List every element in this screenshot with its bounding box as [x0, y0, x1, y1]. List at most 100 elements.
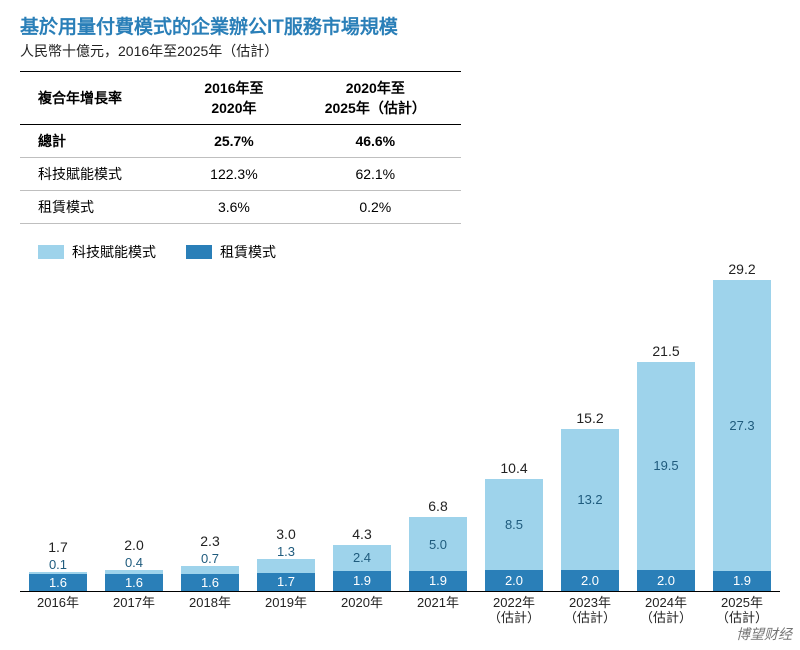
table-header: 2016年至 2020年 — [178, 72, 290, 125]
xaxis-label: 2020年 — [328, 596, 396, 626]
bar-stack: 27.3 1.9 — [713, 280, 771, 591]
bar-total-label: 21.5 — [652, 343, 679, 359]
legend-swatch — [186, 245, 212, 259]
table-header: 複合年增長率 — [20, 72, 178, 125]
bar-segment-tech: 2.4 — [333, 545, 391, 571]
bar-column: 15.2 13.2 2.0 — [556, 410, 624, 591]
bar-column: 2.3 0.7 1.6 — [176, 533, 244, 591]
bar-column: 4.3 2.4 1.9 — [328, 526, 396, 591]
bar-segment-label: 5.0 — [429, 537, 447, 552]
bar-column: 10.4 8.5 2.0 — [480, 460, 548, 591]
bar-total-label: 6.8 — [428, 498, 447, 514]
bar-segment-lease: 2.0 — [637, 570, 695, 591]
bar-stack: 1.6 — [29, 572, 87, 591]
legend-swatch — [38, 245, 64, 259]
bar-segment-tech: 8.5 — [485, 479, 543, 570]
bar-column: 1.70.11.6 — [24, 539, 92, 591]
bar-total-label: 29.2 — [728, 261, 755, 277]
bar-segment-lease: 1.6 — [105, 574, 163, 591]
bar-segment-lease: 1.9 — [409, 571, 467, 591]
bar-segment-lease: 1.6 — [181, 574, 239, 591]
bar-segment-lease: 1.9 — [713, 571, 771, 591]
cagr-table: 複合年增長率2016年至 2020年2020年至 2025年（估計） 總計25.… — [20, 71, 461, 224]
bar-segment-label: 19.5 — [653, 458, 678, 473]
bar-stack: 19.5 2.0 — [637, 362, 695, 591]
xaxis-label: 2021年 — [404, 596, 472, 626]
bar-segment-tech: 19.5 — [637, 362, 695, 570]
xaxis-label: 2018年 — [176, 596, 244, 626]
table-cell: 總計 — [20, 125, 178, 158]
table-cell: 3.6% — [178, 191, 290, 224]
bar-segment-label: 1.6 — [125, 575, 143, 590]
xaxis-label: 2023年 （估計） — [556, 596, 624, 626]
table-header: 2020年至 2025年（估計） — [290, 72, 461, 125]
xaxis-label: 2019年 — [252, 596, 320, 626]
bar-stack: 8.5 2.0 — [485, 479, 543, 591]
bar-segment-label: 2.0 — [581, 573, 599, 588]
table-cell: 46.6% — [290, 125, 461, 158]
bar-segment-label: 1.9 — [353, 573, 371, 588]
legend-item: 租賃模式 — [186, 242, 276, 262]
bar-segment-label: 1.9 — [429, 573, 447, 588]
bar-segment-tech — [257, 559, 315, 573]
table-cell: 租賃模式 — [20, 191, 178, 224]
table-cell: 科技賦能模式 — [20, 158, 178, 191]
bar-segment-lease: 2.0 — [561, 570, 619, 591]
bar-total-label: 3.0 — [276, 526, 295, 542]
bar-column: 21.5 19.5 2.0 — [632, 343, 700, 591]
bar-segment-lease: 1.6 — [29, 574, 87, 591]
xaxis-label: 2016年 — [24, 596, 92, 626]
table-cell: 0.2% — [290, 191, 461, 224]
chart-subtitle: 人民幣十億元，2016年至2025年（估計） — [20, 41, 780, 61]
bar-segment-label: 0.7 — [201, 552, 219, 565]
table-cell: 122.3% — [178, 158, 290, 191]
bar-segment-lease: 2.0 — [485, 570, 543, 591]
bar-total-label: 4.3 — [352, 526, 371, 542]
xaxis-label: 2025年 （估計） — [708, 596, 776, 626]
bar-segment-label: 1.7 — [277, 574, 295, 589]
bar-column: 2.0 0.4 1.6 — [100, 537, 168, 591]
bar-segment-lease: 1.7 — [257, 573, 315, 591]
legend-label: 租賃模式 — [220, 242, 276, 262]
xaxis-label: 2017年 — [100, 596, 168, 626]
bar-stack: 2.4 1.9 — [333, 545, 391, 591]
legend-label: 科技賦能模式 — [72, 242, 156, 262]
table-cell: 62.1% — [290, 158, 461, 191]
legend-item: 科技賦能模式 — [38, 242, 156, 262]
bar-total-label: 2.3 — [200, 533, 219, 549]
bar-segment-tech: 5.0 — [409, 517, 467, 570]
bar-column: 3.0 1.3 1.7 — [252, 526, 320, 591]
bar-segment-label: 1.9 — [733, 573, 751, 588]
bar-segment-label: 1.6 — [201, 575, 219, 590]
chart-legend: 科技賦能模式 租賃模式 — [20, 242, 780, 262]
bar-stack: 1.6 — [181, 566, 239, 591]
watermark: 博望财经 — [736, 624, 792, 644]
bar-segment-label: 0.1 — [49, 558, 67, 571]
bar-segment-label: 13.2 — [577, 492, 602, 507]
bar-segment-tech: 27.3 — [713, 280, 771, 571]
bar-stack: 1.7 — [257, 559, 315, 591]
bar-segment-label: 2.0 — [505, 573, 523, 588]
bar-segment-lease: 1.9 — [333, 571, 391, 591]
bar-segment-label: 1.3 — [277, 545, 295, 558]
bar-total-label: 15.2 — [576, 410, 603, 426]
bar-total-label: 10.4 — [500, 460, 527, 476]
table-cell: 25.7% — [178, 125, 290, 158]
bar-segment-tech — [181, 566, 239, 573]
bar-column: 29.2 27.3 1.9 — [708, 261, 776, 591]
bar-stack: 1.6 — [105, 570, 163, 591]
xaxis-label: 2022年 （估計） — [480, 596, 548, 626]
bar-segment-label: 2.0 — [657, 573, 675, 588]
bar-column: 6.8 5.0 1.9 — [404, 498, 472, 591]
xaxis-label: 2024年 （估計） — [632, 596, 700, 626]
stacked-bar-chart: 1.70.11.6 2.0 0.4 1.6 2.3 0.7 1.6 3.0 1.3 1.7 4.3 2… — [20, 272, 780, 626]
bar-total-label: 2.0 — [124, 537, 143, 553]
chart-title: 基於用量付費模式的企業辦公IT服務市場規模 — [20, 12, 780, 39]
bar-stack: 5.0 1.9 — [409, 517, 467, 591]
bar-segment-tech: 13.2 — [561, 429, 619, 570]
bar-segment-label: 27.3 — [729, 418, 754, 433]
bar-segment-label: 2.4 — [353, 550, 371, 565]
bar-segment-label: 8.5 — [505, 517, 523, 532]
bar-segment-label: 1.6 — [49, 575, 67, 590]
bar-segment-label: 0.4 — [125, 556, 143, 569]
